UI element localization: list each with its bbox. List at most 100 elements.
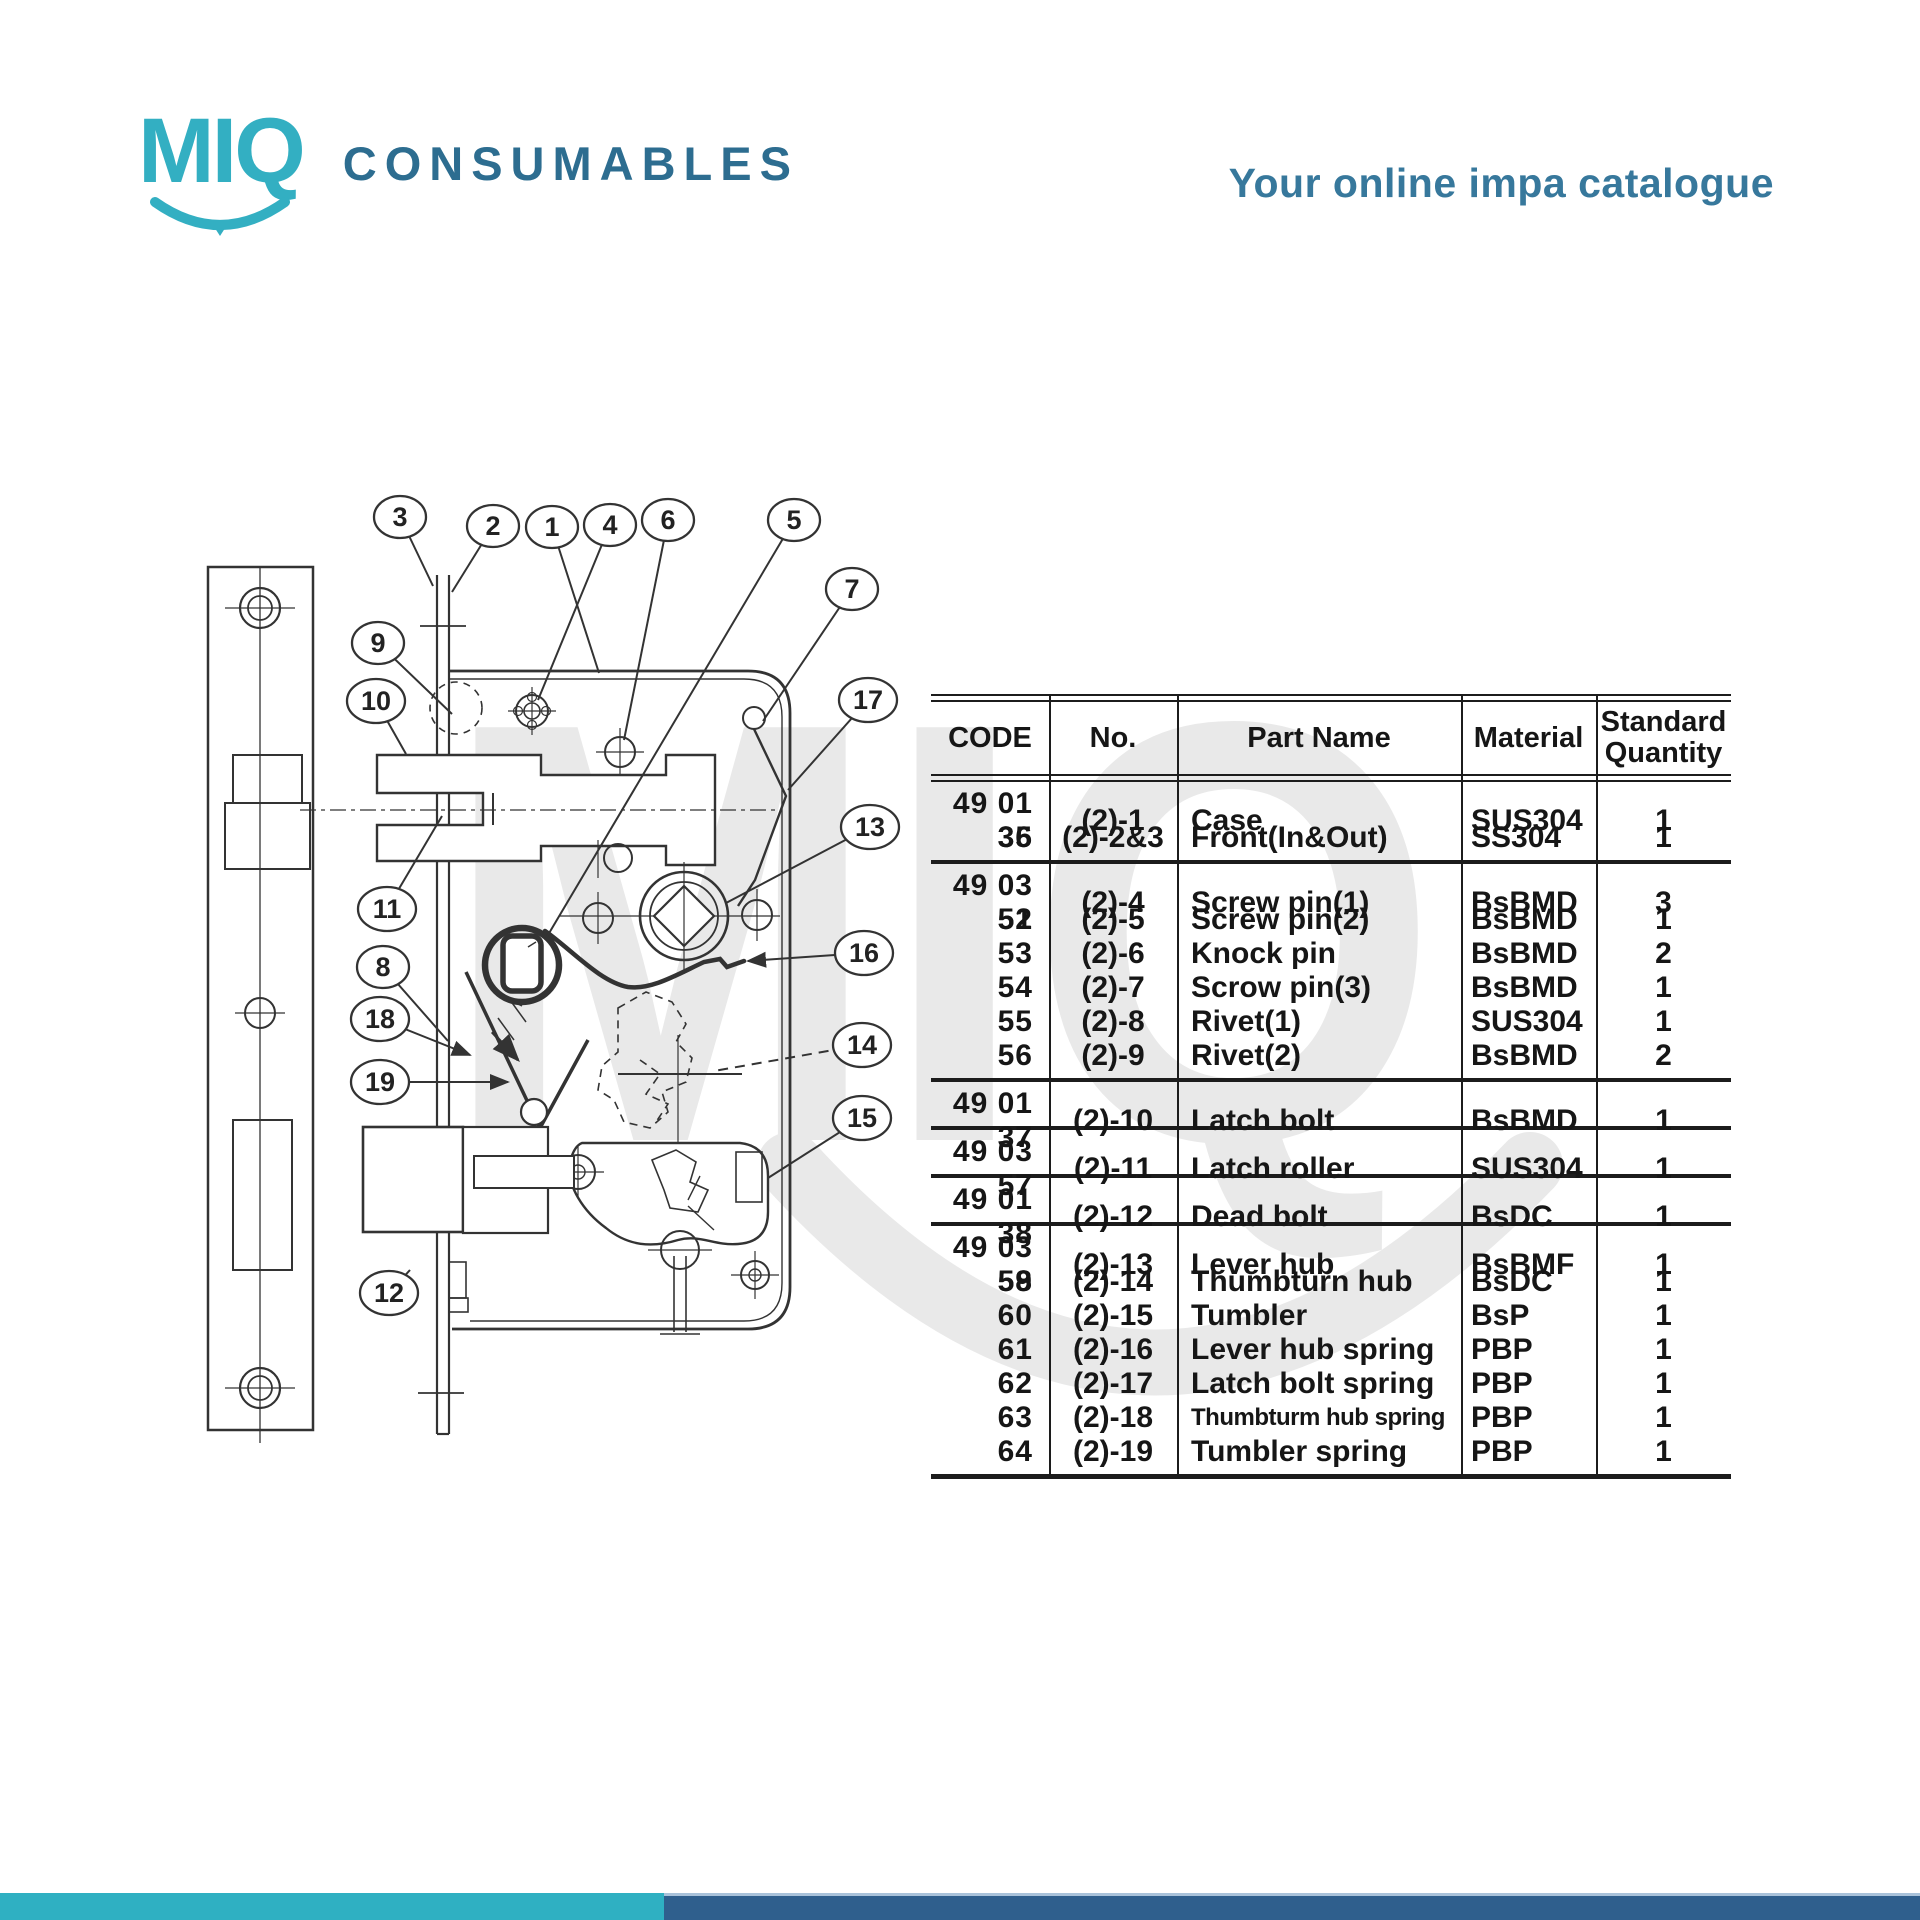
cell-no: (2)-5 bbox=[1081, 903, 1145, 936]
parts-table: CODE No. Part Name Material Standard Qua… bbox=[931, 694, 1731, 1479]
case-internals bbox=[300, 681, 788, 1335]
cell-name: Rivet(1) bbox=[1191, 1005, 1302, 1038]
cell-qty: 1 bbox=[1655, 1200, 1672, 1233]
table-header-row: CODE No. Part Name Material Standard Qua… bbox=[931, 702, 1731, 774]
ghost-hole bbox=[429, 681, 483, 735]
cell-name: Latch roller bbox=[1191, 1152, 1355, 1185]
cell-qty: 2 bbox=[1655, 1039, 1672, 1072]
latch-bolt-spring bbox=[542, 928, 747, 990]
column-divider bbox=[1461, 694, 1463, 1474]
svg-text:5: 5 bbox=[786, 505, 801, 535]
header-logo[interactable]: MIQ CONSUMABLES bbox=[138, 105, 799, 236]
cell-name: Screw pin(2) bbox=[1191, 903, 1370, 936]
table-row: 61 (2)-16 Lever hub spring PBP 1 bbox=[931, 1333, 1731, 1367]
cell-no: (2)-4 bbox=[1081, 886, 1145, 919]
svg-text:15: 15 bbox=[847, 1103, 877, 1133]
column-divider bbox=[1049, 694, 1051, 1474]
table-row: 49 01 38 (2)-12 Dead bolt BsDC 1 bbox=[931, 1183, 1731, 1250]
cell-material: BsDC bbox=[1471, 1200, 1553, 1233]
callout-8: 8 bbox=[355, 944, 411, 990]
callout-9: 9 bbox=[350, 620, 406, 666]
svg-text:6: 6 bbox=[660, 505, 675, 535]
cell-code: 49 01 37 bbox=[952, 1087, 1033, 1154]
cell-qty: 1 bbox=[1655, 1299, 1672, 1332]
svg-text:8: 8 bbox=[375, 952, 390, 982]
face-plate bbox=[206, 565, 315, 1443]
cell-qty: 2 bbox=[1655, 937, 1672, 970]
cell-code: 52 bbox=[997, 903, 1033, 936]
table-row: 52 (2)-5 Screw pin(2) BsBMD 1 bbox=[931, 903, 1731, 937]
cell-code: 49 01 36 bbox=[952, 787, 1033, 854]
cell-name: Scrow pin(3) bbox=[1191, 971, 1372, 1004]
cell-material: BsBMD bbox=[1471, 971, 1578, 1004]
cell-qty: 1 bbox=[1655, 1401, 1672, 1434]
callout-19: 19 bbox=[349, 1058, 411, 1106]
cell-material: BsP bbox=[1471, 1299, 1530, 1332]
cell-qty: 1 bbox=[1655, 804, 1672, 837]
table-row: 60 (2)-15 Tumbler BsP 1 bbox=[931, 1299, 1731, 1333]
svg-text:2: 2 bbox=[485, 511, 500, 541]
svg-text:11: 11 bbox=[373, 894, 402, 924]
cell-no: (2)-18 bbox=[1072, 1401, 1154, 1434]
logo-subtext: CONSUMABLES bbox=[342, 137, 799, 190]
cell-material: PBP bbox=[1471, 1367, 1533, 1400]
cell-material: BsDC bbox=[1471, 1265, 1553, 1298]
cell-name: Latch bolt spring bbox=[1191, 1367, 1435, 1400]
dead-bolt bbox=[361, 1125, 575, 1235]
cell-no: (2)-19 bbox=[1072, 1435, 1154, 1468]
cell-code: 56 bbox=[997, 1039, 1033, 1072]
cell-code: 59 bbox=[997, 1265, 1033, 1298]
cell-name: Dead bolt bbox=[1191, 1200, 1328, 1233]
callout-11: 11 bbox=[356, 885, 418, 933]
cell-no: (2)-14 bbox=[1072, 1265, 1154, 1298]
col-header-part-name: Part Name bbox=[1247, 721, 1391, 754]
callout-2: 2 bbox=[465, 503, 521, 549]
cell-qty: 1 bbox=[1655, 1333, 1672, 1366]
svg-text:14: 14 bbox=[847, 1030, 877, 1060]
front-plate-bar bbox=[418, 575, 469, 1436]
table-row: 54 (2)-7 Scrow pin(3) BsBMD 1 bbox=[931, 971, 1731, 1005]
cell-name: Thumbturn hub bbox=[1191, 1265, 1413, 1298]
cell-code: 60 bbox=[997, 1299, 1033, 1332]
rivet bbox=[603, 843, 633, 873]
cell-material: BsBMD bbox=[1471, 1039, 1578, 1072]
cell-qty: 1 bbox=[1655, 1367, 1672, 1400]
cell-material: SUS304 bbox=[1471, 1005, 1583, 1038]
cell-material: BsBMD bbox=[1471, 937, 1578, 970]
table-row: 62 (2)-17 Latch bolt spring PBP 1 bbox=[931, 1367, 1731, 1401]
tagline: Your online impa catalogue bbox=[1228, 160, 1774, 206]
table-row: 56 (2)-9 Rivet(2) BsBMD 2 bbox=[931, 1039, 1731, 1073]
cell-name: Screw pin(1) bbox=[1191, 886, 1370, 919]
cell-name: Tumbler bbox=[1191, 1299, 1308, 1332]
table-row: 55 (2)-8 Rivet(1) SUS304 1 bbox=[931, 1005, 1731, 1039]
cell-code: 49 03 57 bbox=[952, 1135, 1033, 1202]
table-top-rule bbox=[931, 694, 1731, 702]
table-row: 63 (2)-18 Thumbturm hub spring PBP 1 bbox=[931, 1401, 1731, 1435]
cell-code: 63 bbox=[997, 1401, 1033, 1434]
table-group: 49 03 57 (2)-11 Latch roller SUS304 1 bbox=[931, 1126, 1731, 1202]
cell-material: PBP bbox=[1471, 1435, 1533, 1468]
cell-qty: 1 bbox=[1655, 1152, 1672, 1185]
cell-name: Lever hub bbox=[1191, 1248, 1335, 1281]
callout-6: 6 bbox=[640, 497, 696, 543]
cell-material: BsBMD bbox=[1471, 903, 1578, 936]
cell-code: 49 03 58 bbox=[952, 1231, 1033, 1298]
cell-name: Front(In&Out) bbox=[1191, 821, 1388, 854]
cell-no: (2)-12 bbox=[1072, 1200, 1154, 1233]
cell-name: Rivet(2) bbox=[1191, 1039, 1302, 1072]
table-row: 49 03 57 (2)-11 Latch roller SUS304 1 bbox=[931, 1135, 1731, 1202]
table-group: 49 03 58 (2)-13 Lever hub BsBMF 1 59 (2)… bbox=[931, 1222, 1731, 1474]
callout-12: 12 bbox=[358, 1269, 420, 1317]
cell-code: 49 01 38 bbox=[952, 1183, 1033, 1250]
cell-code: 62 bbox=[997, 1367, 1033, 1400]
cell-no: (2)-9 bbox=[1081, 1039, 1145, 1072]
table-group: 49 01 37 (2)-10 Latch bolt BsBMD 1 bbox=[931, 1078, 1731, 1154]
cell-qty: 1 bbox=[1655, 1104, 1672, 1137]
lower-screw bbox=[648, 1230, 712, 1270]
cell-no: (2)-11 bbox=[1073, 1152, 1153, 1185]
table-group: 49 01 38 (2)-12 Dead bolt BsDC 1 bbox=[931, 1174, 1731, 1250]
column-divider bbox=[1596, 694, 1598, 1474]
cell-qty: 1 bbox=[1655, 1248, 1672, 1281]
callout-15: 15 bbox=[831, 1094, 893, 1142]
cell-no: (2)-16 bbox=[1072, 1333, 1154, 1366]
